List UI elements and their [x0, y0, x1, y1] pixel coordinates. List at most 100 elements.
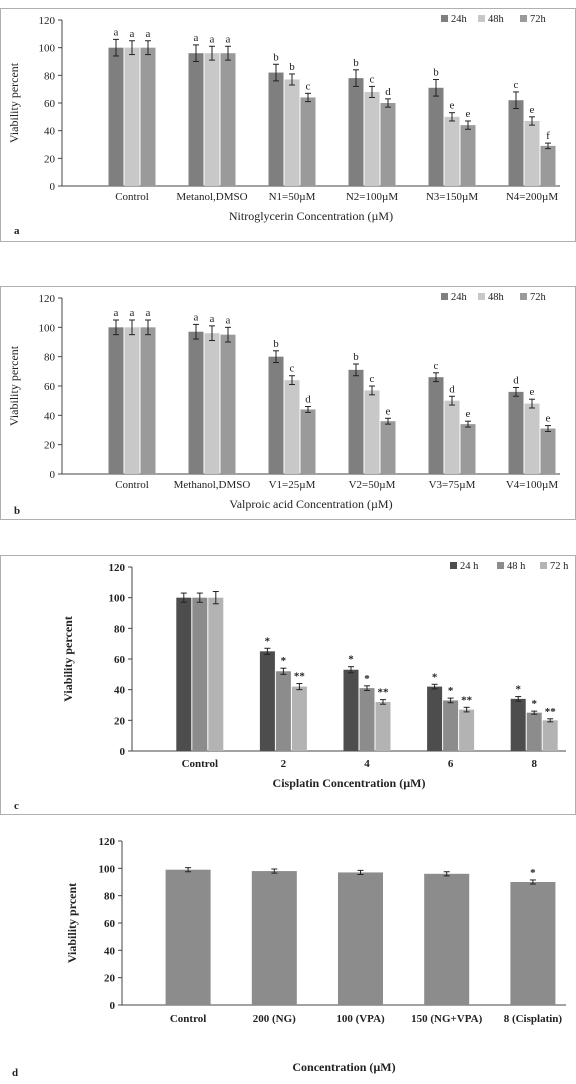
significance-label: a [130, 307, 135, 319]
bar [268, 72, 284, 186]
chart-panel-b: 0 20 40 60 80 100 120 a a a Control a a a Methanol,DMS… [0, 286, 576, 520]
y-tick-label: 80 [104, 891, 116, 903]
bar [165, 869, 211, 1005]
bar [524, 403, 540, 474]
bar [508, 391, 524, 474]
bar [380, 421, 396, 474]
bar [510, 882, 556, 1005]
panel-label: c [14, 800, 19, 812]
bar [343, 669, 359, 751]
bar [460, 125, 476, 186]
legend-swatch [520, 15, 527, 22]
significance-label: * [432, 671, 438, 683]
bar [188, 53, 204, 187]
category-label: V1=25µM [269, 479, 316, 491]
y-tick-label: 80 [114, 623, 126, 635]
y-tick-label: 60 [104, 918, 116, 930]
y-tick-label: 80 [44, 352, 56, 364]
category-label: 200 (NG) [253, 1013, 296, 1025]
significance-label: b [353, 351, 359, 363]
significance-label: d [305, 394, 311, 406]
significance-label: f [546, 130, 550, 142]
bar [359, 688, 375, 751]
significance-label: a [226, 314, 231, 326]
bar [220, 334, 236, 474]
bar [108, 47, 124, 186]
y-tick-label: 20 [44, 440, 56, 452]
chart-panel-d: 0 20 40 60 80 100 120 Control 200 (NG) 100 (VPA) 1… [0, 826, 576, 1084]
bar [291, 686, 307, 751]
significance-label: b [433, 66, 439, 78]
y-tick-label: 40 [44, 126, 56, 138]
y-tick-label: 0 [50, 469, 56, 481]
bar [268, 356, 284, 474]
bar [375, 701, 391, 751]
category-label: 150 (NG+VPA) [411, 1013, 482, 1025]
bar [444, 116, 460, 186]
category-label: 8 (Cisplatin) [504, 1013, 563, 1025]
significance-label: c [370, 373, 375, 385]
significance-label: d [385, 86, 391, 98]
bar [204, 333, 220, 474]
bar [364, 91, 380, 186]
y-tick-label: 20 [114, 715, 126, 727]
legend-label: 24h [451, 292, 468, 303]
y-tick-label: 100 [39, 322, 56, 334]
y-tick-label: 60 [44, 98, 56, 110]
significance-label: ** [545, 706, 557, 718]
y-tick-label: 40 [114, 685, 126, 697]
bar [192, 597, 208, 751]
significance-label: * [531, 698, 537, 710]
legend-label: 72h [530, 14, 547, 25]
y-axis-label: Viability percent [61, 616, 75, 702]
bar [348, 369, 364, 474]
significance-label: e [530, 104, 535, 116]
legend-label: 48 h [507, 561, 526, 572]
bar [424, 873, 470, 1005]
category-label: N1=50µM [269, 191, 316, 203]
significance-label: b [273, 51, 279, 63]
significance-label: ** [461, 694, 473, 706]
category-label: 100 (VPA) [336, 1013, 385, 1025]
category-label: Control [115, 191, 149, 203]
significance-label: d [513, 374, 519, 386]
bar [124, 327, 140, 474]
category-label: 4 [364, 758, 370, 770]
bar [459, 709, 475, 751]
category-label: N4=200µM [506, 191, 558, 203]
bar [300, 97, 316, 186]
significance-label: ** [294, 671, 306, 683]
y-tick-label: 40 [44, 410, 56, 422]
y-axis-label: Viability prcent [65, 883, 79, 963]
bar [176, 597, 192, 751]
y-tick-label: 100 [99, 863, 116, 875]
bar [220, 53, 236, 187]
bar [140, 47, 156, 186]
bar [540, 428, 556, 474]
y-axis-label: Viability percent [7, 345, 21, 426]
legend-label: 48h [488, 292, 505, 303]
legend-swatch [497, 562, 504, 569]
bar [284, 79, 300, 186]
category-label: Control [170, 1013, 206, 1025]
significance-label: b [273, 338, 279, 350]
y-tick-label: 80 [44, 70, 56, 82]
legend-label: 72 h [550, 561, 569, 572]
chart-panel-c: 0 20 40 60 80 100 120 Control * * ** 2 * * ** 4 * * ** 6 * * *… [0, 555, 576, 815]
category-label: 6 [448, 758, 454, 770]
significance-label: * [530, 867, 536, 879]
category-label: V2=50µM [349, 479, 396, 491]
significance-label: * [364, 673, 370, 685]
significance-label: e [466, 108, 471, 120]
legend-swatch [540, 562, 547, 569]
category-label: Control [182, 758, 218, 770]
category-label: Control [115, 479, 149, 491]
significance-label: e [530, 386, 535, 398]
legend-swatch [450, 562, 457, 569]
x-axis-label: Valproic acid Concentration (µM) [229, 497, 392, 511]
significance-label: * [448, 685, 454, 697]
bar [284, 380, 300, 474]
bar [188, 331, 204, 474]
category-label: Methanol,DMSO [174, 479, 251, 491]
